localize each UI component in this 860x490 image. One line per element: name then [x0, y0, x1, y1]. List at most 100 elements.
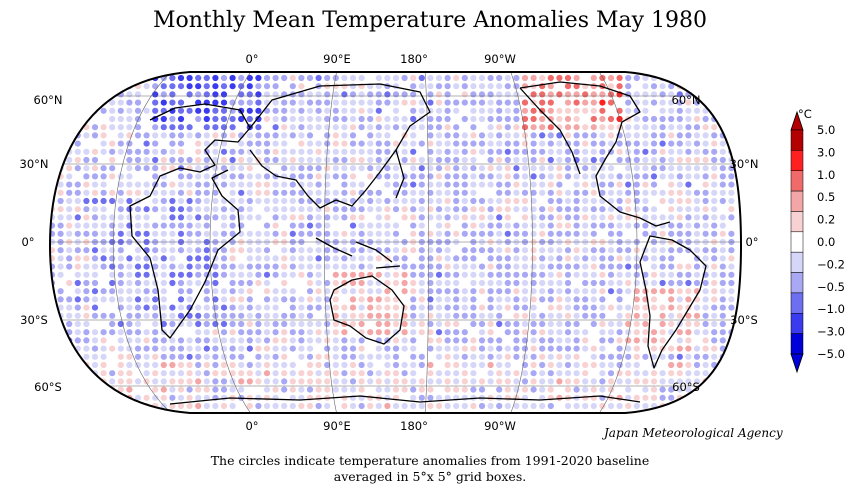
anomaly-dot	[341, 107, 348, 114]
anomaly-dot	[74, 214, 81, 221]
anomaly-dot	[246, 361, 253, 369]
anomaly-dot	[186, 173, 193, 180]
anomaly-dot	[401, 320, 408, 328]
anomaly-dot	[255, 107, 262, 114]
anomaly-dot	[126, 189, 133, 196]
anomaly-dot	[668, 132, 675, 139]
anomaly-dot	[547, 247, 554, 254]
anomaly-dot	[83, 394, 90, 401]
anomaly-dot	[324, 386, 331, 393]
anomaly-dot	[324, 353, 331, 360]
lon-label-bottom-90e: 90°E	[323, 419, 351, 433]
anomaly-dot	[91, 353, 99, 360]
anomaly-dot	[255, 378, 262, 385]
anomaly-dot	[607, 329, 615, 336]
anomaly-dot	[220, 156, 228, 164]
anomaly-dot	[719, 165, 726, 172]
anomaly-dot	[599, 304, 606, 311]
anomaly-dot	[590, 288, 597, 295]
anomaly-dot	[719, 279, 726, 287]
anomaly-dot	[478, 115, 486, 123]
anomaly-dot	[453, 255, 460, 262]
anomaly-dot	[220, 345, 228, 352]
anomaly-dot	[599, 296, 606, 303]
anomaly-dot	[659, 230, 666, 237]
anomaly-dot	[547, 83, 554, 90]
anomaly-dot	[556, 337, 563, 344]
anomaly-dot	[599, 386, 606, 393]
anomaly-dot	[384, 222, 391, 229]
anomaly-dot	[728, 189, 735, 196]
anomaly-dot	[392, 370, 400, 377]
anomaly-dot	[659, 353, 666, 360]
anomaly-dot	[315, 173, 322, 180]
anomaly-dot	[272, 378, 279, 385]
anomaly-dot	[685, 189, 692, 196]
anomaly-dot	[659, 173, 666, 180]
anomaly-dot	[349, 140, 357, 147]
anomaly-dot	[659, 124, 666, 131]
anomaly-dot	[203, 91, 210, 98]
anomaly-dot	[728, 247, 735, 254]
anomaly-dot	[229, 279, 236, 287]
anomaly-dot	[143, 132, 150, 139]
anomaly-dot	[521, 148, 529, 155]
anomaly-dot	[349, 337, 357, 344]
anomaly-dot	[50, 361, 56, 369]
anomaly-dot	[367, 312, 374, 319]
anomaly-dot	[212, 345, 219, 352]
anomaly-dot	[117, 386, 124, 393]
anomaly-dot	[556, 247, 563, 254]
anomaly-dot	[685, 222, 692, 229]
anomaly-dot	[169, 107, 176, 114]
anomaly-dot	[427, 83, 434, 90]
anomaly-dot	[315, 378, 322, 385]
anomaly-dot	[633, 320, 640, 328]
anomaly-dot	[582, 288, 589, 295]
anomaly-dot	[349, 386, 357, 393]
anomaly-dot	[728, 124, 735, 131]
anomaly-dot	[616, 296, 623, 303]
anomaly-dot	[238, 140, 245, 147]
anomaly-dot	[728, 197, 735, 205]
anomaly-dot	[229, 296, 236, 303]
anomaly-dot	[650, 206, 658, 213]
anomaly-dot	[599, 312, 606, 319]
anomaly-dot	[306, 181, 314, 188]
anomaly-dot	[530, 124, 537, 131]
anomaly-dot	[169, 132, 176, 139]
anomaly-dot	[306, 263, 314, 270]
anomaly-dot	[453, 230, 460, 237]
anomaly-dot	[728, 214, 735, 221]
anomaly-dot	[496, 353, 503, 360]
anomaly-dot	[496, 296, 503, 303]
anomaly-dot	[685, 361, 692, 369]
anomaly-dot	[255, 115, 262, 123]
anomaly-dot	[246, 320, 253, 328]
anomaly-dot	[427, 255, 434, 262]
anomaly-dot	[470, 214, 477, 221]
anomaly-dot	[255, 74, 262, 82]
anomaly-dot	[57, 255, 64, 262]
anomaly-dot	[152, 378, 159, 385]
anomaly-dot	[91, 279, 99, 287]
anomaly-dot	[461, 74, 468, 82]
anomaly-dot	[177, 124, 185, 131]
anomaly-dot	[487, 222, 494, 229]
anomaly-dot	[50, 148, 56, 155]
anomaly-dot	[83, 83, 90, 90]
anomaly-dot	[539, 206, 546, 213]
anomaly-dot	[152, 386, 159, 393]
anomaly-dot	[324, 206, 331, 213]
anomaly-dot	[633, 74, 640, 82]
anomaly-dot	[693, 370, 701, 377]
anomaly-dot	[298, 386, 305, 393]
lon-label-top-0: 0°	[245, 52, 258, 66]
anomaly-dot	[659, 370, 666, 377]
anomaly-dot	[143, 353, 150, 360]
anomaly-dot	[719, 107, 726, 114]
anomaly-dot	[668, 320, 675, 328]
anomaly-dot	[384, 99, 391, 106]
anomaly-dot	[668, 214, 675, 221]
anomaly-dot	[238, 99, 245, 106]
